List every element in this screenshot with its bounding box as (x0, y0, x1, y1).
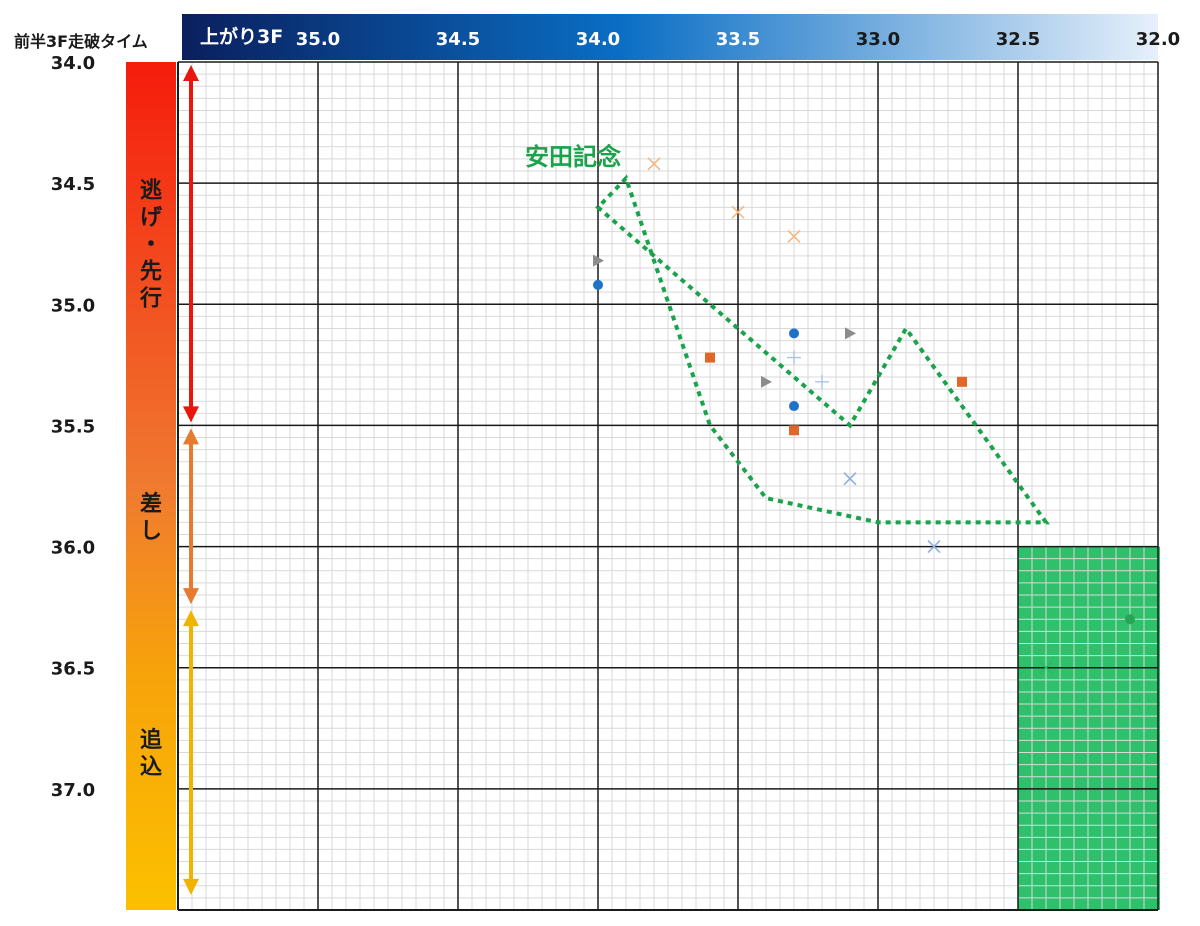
running-style-bar (126, 62, 176, 910)
style-arrow-head-up (183, 428, 199, 445)
x-axis-header-band (182, 14, 1158, 60)
data-point (957, 376, 967, 387)
x-tick-label: 33.0 (856, 29, 900, 50)
style-arrow-head-down (183, 588, 199, 605)
race-annotation-label: 安田記念 (525, 143, 621, 171)
style-arrow-head-up (183, 65, 199, 81)
data-point (593, 279, 603, 290)
x-tick-label: 35.0 (296, 29, 340, 50)
y-tick-label: 35.0 (51, 295, 95, 316)
running-style-label: 差し (140, 491, 162, 544)
x-tick-label: 34.5 (436, 29, 480, 50)
y-tick-label: 34.5 (51, 174, 95, 195)
y-tick-label: 35.5 (51, 416, 95, 437)
data-point (845, 327, 856, 340)
data-point (789, 401, 799, 412)
y-axis-title: 前半3F走破タイム (14, 32, 148, 51)
data-point (787, 229, 801, 244)
data-point (1039, 661, 1053, 675)
y-tick-label: 36.0 (51, 538, 95, 559)
data-point (761, 375, 772, 388)
x-tick-label: 32.0 (1136, 29, 1180, 50)
data-point (647, 157, 661, 171)
style-arrow-head-up (183, 610, 199, 627)
y-tick-label: 37.0 (51, 780, 95, 801)
x-tick-label: 33.5 (716, 29, 760, 50)
x-tick-label: 32.5 (996, 29, 1040, 50)
style-arrow-head-down (183, 878, 199, 895)
data-point (789, 425, 799, 436)
data-point (815, 374, 829, 389)
running-style-label: 逃げ・先行 (139, 179, 163, 312)
y-tick-label: 36.5 (51, 659, 95, 680)
data-point (731, 205, 745, 219)
data-point (593, 254, 604, 267)
running-style-label: 追込 (140, 727, 162, 780)
data-point (1125, 614, 1135, 625)
race-annotation-outline (595, 174, 1050, 525)
plot-area (177, 61, 1160, 911)
x-tick-label: 34.0 (576, 29, 620, 50)
style-arrow-head-down (183, 406, 199, 423)
x-axis-title: 上がり3F (200, 25, 283, 48)
data-point (787, 350, 801, 365)
y-tick-label: 34.0 (51, 53, 95, 74)
data-point (843, 472, 857, 486)
data-point (705, 352, 715, 363)
data-point (927, 540, 941, 554)
data-point (789, 328, 799, 339)
